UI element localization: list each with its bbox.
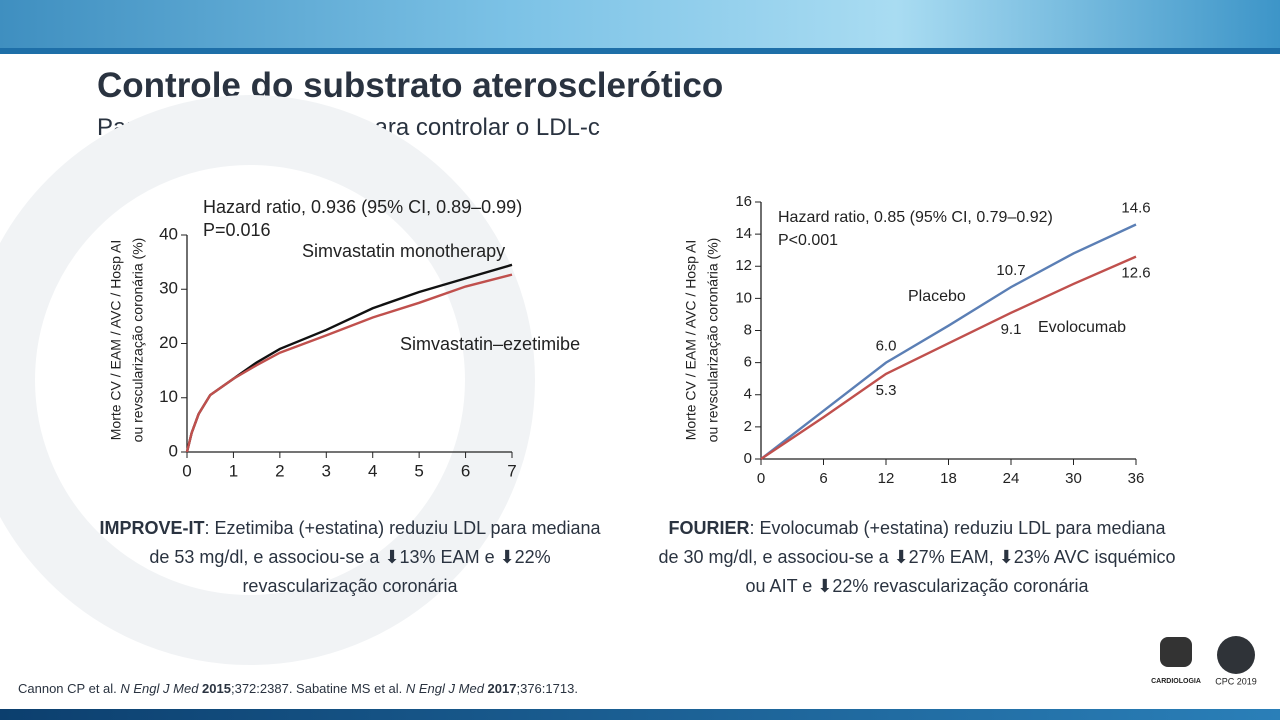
y-tick-label: 0 xyxy=(744,450,752,467)
y-axis-label: Morte CV / EAM / AVC / Hosp AI xyxy=(108,240,124,440)
citation-part: ;376:1713. xyxy=(516,681,578,696)
citation-part: Cannon CP et al. xyxy=(18,681,121,696)
caption-text: : Evolocumab (+estatina) reduziu LDL par… xyxy=(658,518,1176,596)
y-tick-label: 16 xyxy=(735,193,752,210)
y-tick-label: 40 xyxy=(159,224,178,243)
series-line xyxy=(760,223,1137,460)
value-label: 9.1 xyxy=(1001,321,1022,338)
bottom-band xyxy=(0,709,1280,720)
value-label: 12.6 xyxy=(1121,265,1150,282)
top-line xyxy=(0,48,1280,54)
x-tick-label: 1 xyxy=(229,461,238,480)
y-axis-label: Morte CV / EAM / AVC / Hosp AI xyxy=(683,240,699,440)
value-label: 14.6 xyxy=(1121,199,1150,216)
citation-part: 2015 xyxy=(198,681,231,696)
citation-part: ;372:2387. Sabatine MS et al. xyxy=(230,681,406,696)
series-label: Placebo xyxy=(908,288,966,305)
caption: FOURIER: Evolocumab (+estatina) reduziu … xyxy=(657,514,1177,601)
caption-text: : Ezetimiba (+estatina) reduziu LDL para… xyxy=(149,518,601,596)
x-tick-label: 0 xyxy=(182,461,191,480)
value-label: 10.7 xyxy=(996,262,1025,279)
y-tick-label: 10 xyxy=(159,387,178,406)
top-band xyxy=(0,0,1280,52)
y-tick-label: 8 xyxy=(744,321,752,338)
logo-icon xyxy=(1217,636,1255,674)
x-tick-label: 2 xyxy=(275,461,284,480)
x-tick-label: 12 xyxy=(878,470,895,487)
x-tick-label: 5 xyxy=(414,461,423,480)
x-tick-label: 7 xyxy=(507,461,516,480)
y-tick-label: 20 xyxy=(159,333,178,352)
series-label: Simvastatin–ezetimibe xyxy=(400,334,580,354)
background-shape xyxy=(0,95,535,665)
x-tick-label: 24 xyxy=(1003,470,1020,487)
x-tick-label: 6 xyxy=(461,461,470,480)
series-line xyxy=(760,255,1137,460)
annotation: P<0.001 xyxy=(778,232,838,249)
caption-bold: IMPROVE-IT xyxy=(99,518,205,538)
y-tick-label: 12 xyxy=(735,257,752,274)
y-tick-label: 6 xyxy=(744,354,752,371)
title: Controle do substrato aterosclerótico xyxy=(97,66,724,105)
y-tick-label: 10 xyxy=(735,289,752,306)
series-label: Simvastatin monotherapy xyxy=(302,241,505,261)
x-tick-label: 36 xyxy=(1128,470,1145,487)
citation-part: N Engl J Med xyxy=(405,681,484,696)
y-axis-label: ou revscularização coronária (%) xyxy=(705,238,721,443)
annotation: Hazard ratio, 0.85 (95% CI, 0.79–0.92) xyxy=(778,209,1053,226)
logo-text: CARDIOLOGIA xyxy=(1151,678,1201,685)
x-tick-label: 30 xyxy=(1065,470,1082,487)
x-tick-label: 0 xyxy=(757,470,765,487)
citation-part: N Engl J Med xyxy=(120,681,199,696)
logo-icon xyxy=(1160,637,1192,667)
citation: Cannon CP et al. N Engl J Med 2015;372:2… xyxy=(18,681,578,696)
x-tick-label: 18 xyxy=(940,470,957,487)
series-label: Evolocumab xyxy=(1038,319,1126,336)
x-tick-label: 6 xyxy=(819,470,827,487)
x-tick-label: 4 xyxy=(368,461,377,480)
y-tick-label: 4 xyxy=(744,386,752,403)
y-axis-label: ou revscularização coronária (%) xyxy=(130,238,146,443)
y-tick-label: 2 xyxy=(744,418,752,435)
y-tick-label: 0 xyxy=(169,441,178,460)
value-label: 6.0 xyxy=(876,338,897,355)
caption: IMPROVE-IT: Ezetimiba (+estatina) reduzi… xyxy=(90,514,610,601)
x-tick-label: 3 xyxy=(322,461,331,480)
y-tick-label: 14 xyxy=(735,225,752,242)
value-label: 5.3 xyxy=(876,382,897,399)
citation-part: 2017 xyxy=(483,681,517,696)
caption-bold: FOURIER xyxy=(668,518,750,538)
logo-text: CPC 2019 xyxy=(1215,676,1257,686)
annotation: P=0.016 xyxy=(203,220,271,240)
series-line xyxy=(185,273,513,453)
y-tick-label: 30 xyxy=(159,279,178,298)
annotation: Hazard ratio, 0.936 (95% CI, 0.89–0.99) xyxy=(203,197,522,217)
